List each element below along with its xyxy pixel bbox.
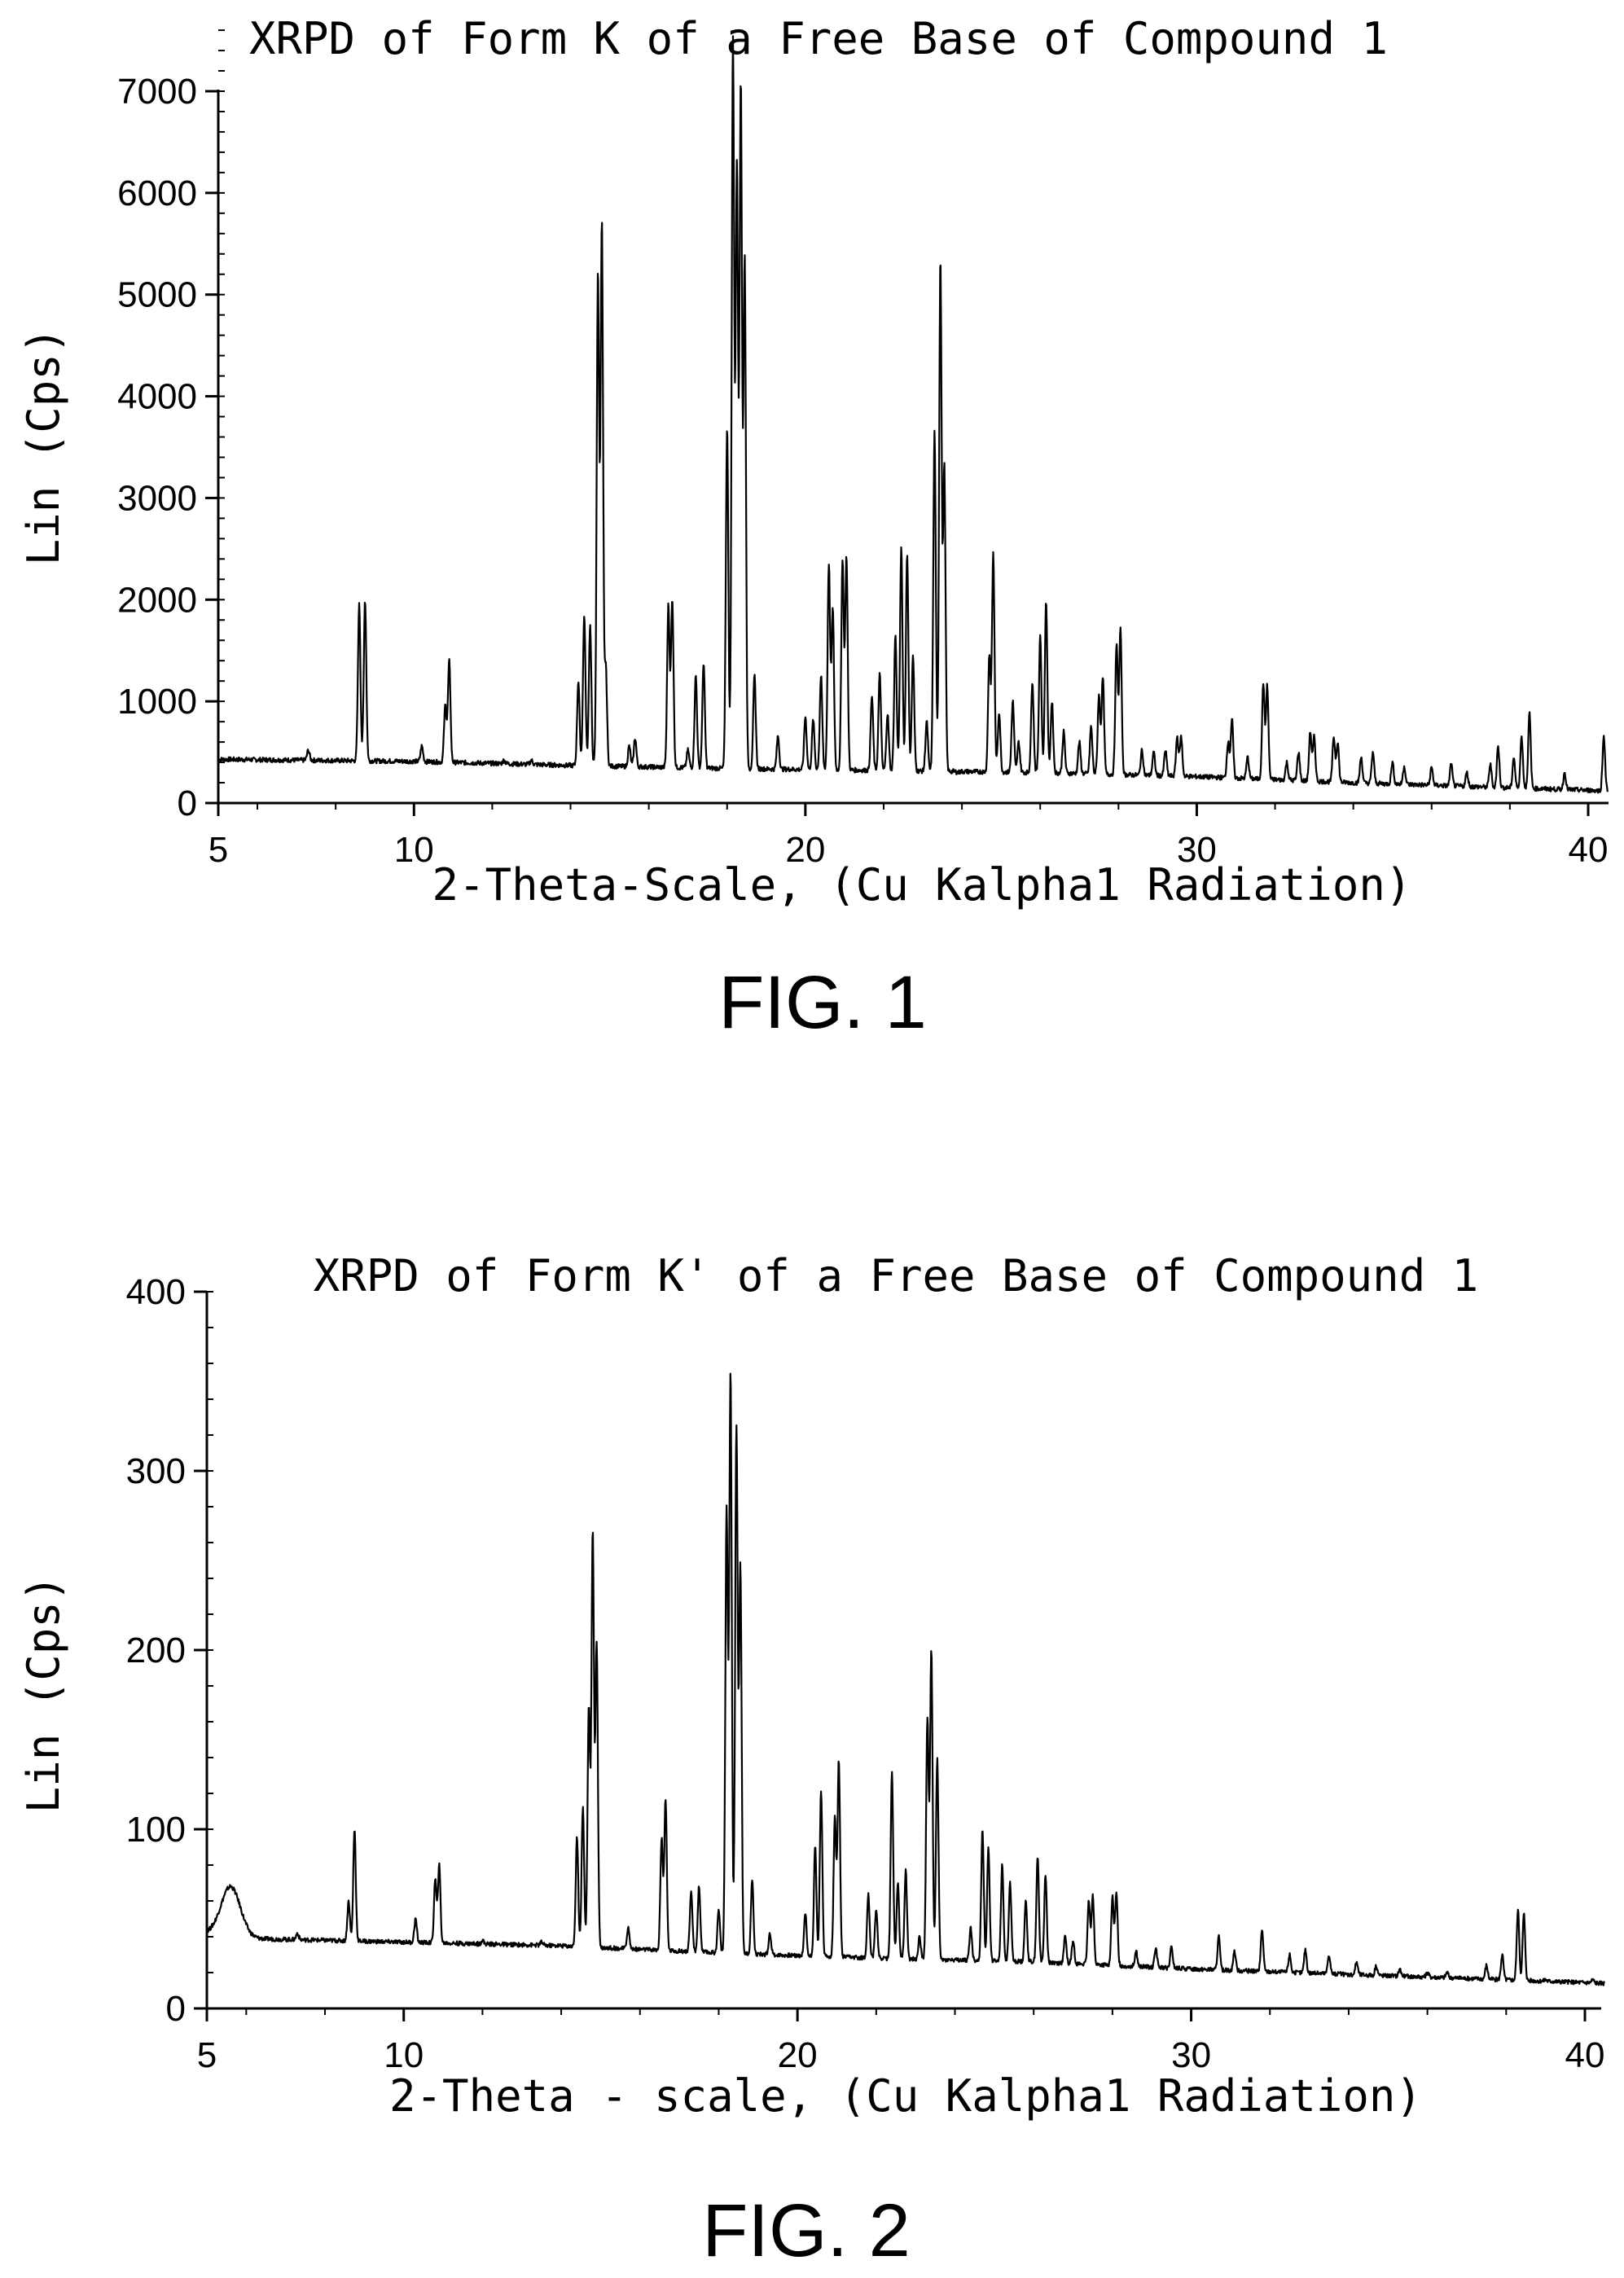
x-axis-label: 2-Theta - scale, (Cu Kalpha1 Radiation) <box>389 2070 1422 2122</box>
x-tick-label: 40 <box>1565 2035 1605 2075</box>
y-ticks: 0 100 200 300 400 <box>126 1272 207 2029</box>
x-tick-label: 5 <box>197 2035 217 2075</box>
x-ticks: 5 10 20 30 40 <box>208 803 1609 870</box>
chart-fig2: XRPD of Form K' of a Free Base of Compou… <box>18 1250 1605 2272</box>
y-tick-label: 2000 <box>117 580 197 620</box>
x-tick-label: 10 <box>394 830 434 870</box>
figure-label: FIG. 1 <box>718 961 927 1044</box>
x-ticks: 5 10 20 30 40 <box>197 2008 1605 2075</box>
y-tick-label: 200 <box>126 1631 186 1670</box>
figure-label: FIG. 2 <box>702 2189 911 2272</box>
y-minor-ticks <box>207 1291 213 2009</box>
y-tick-label: 4000 <box>117 377 197 417</box>
y-tick-label: 400 <box>126 1272 186 1312</box>
y-tick-label: 6000 <box>117 173 197 213</box>
x-tick-label: 20 <box>778 2035 818 2075</box>
y-tick-label: 0 <box>166 1989 186 2029</box>
y-tick-label: 300 <box>126 1451 186 1491</box>
y-tick-label: 0 <box>178 783 197 823</box>
x-tick-label: 20 <box>785 830 825 870</box>
x-tick-label: 10 <box>384 2035 424 2075</box>
y-tick-label: 1000 <box>117 682 197 722</box>
y-axis-label: Lin (Cps) <box>18 327 69 566</box>
diffraction-pattern-line <box>205 1372 1605 1986</box>
x-tick-label: 40 <box>1569 830 1609 870</box>
chart-fig1: XRPD of Form K of a Free Base of Compoun… <box>18 13 1609 1044</box>
x-tick-label: 30 <box>1171 2035 1211 2075</box>
y-minor-ticks <box>218 29 225 804</box>
y-tick-label: 3000 <box>117 478 197 518</box>
diffraction-pattern-line <box>217 35 1609 794</box>
chart-title: XRPD of Form K' of a Free Base of Compou… <box>314 1250 1478 1301</box>
x-tick-label: 30 <box>1177 830 1217 870</box>
y-tick-label: 100 <box>126 1810 186 1850</box>
x-tick-label: 5 <box>208 830 228 870</box>
x-axis-label: 2-Theta-Scale, (Cu Kalpha1 Radiation) <box>432 859 1412 911</box>
y-axis-label: Lin (Cps) <box>18 1575 69 1814</box>
y-ticks: 0 1000 2000 3000 4000 5000 6000 7000 <box>117 72 218 823</box>
chart-title: XRPD of Form K of a Free Base of Compoun… <box>249 13 1388 64</box>
y-tick-label: 7000 <box>117 72 197 112</box>
y-tick-label: 5000 <box>117 275 197 315</box>
